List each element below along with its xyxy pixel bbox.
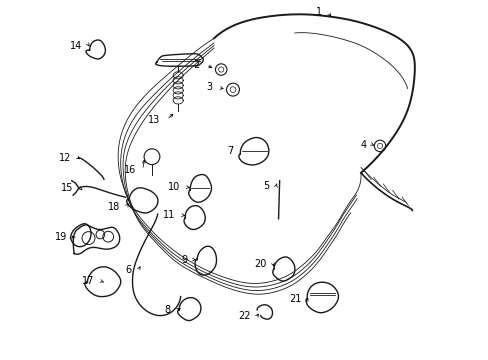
Text: 2: 2	[193, 60, 199, 70]
Text: 22: 22	[238, 311, 250, 320]
Text: 14: 14	[70, 41, 82, 50]
Text: 1: 1	[315, 7, 321, 17]
Text: 12: 12	[59, 153, 72, 163]
Text: 8: 8	[164, 305, 171, 315]
Text: 4: 4	[360, 140, 366, 150]
Text: 3: 3	[205, 82, 212, 93]
Text: 15: 15	[61, 183, 73, 193]
Text: 11: 11	[163, 210, 175, 220]
Text: 17: 17	[82, 276, 94, 286]
Text: 10: 10	[168, 182, 180, 192]
Text: 21: 21	[288, 294, 301, 304]
Text: 19: 19	[55, 232, 67, 242]
Text: 6: 6	[125, 265, 131, 275]
Text: 9: 9	[182, 255, 187, 265]
Text: 18: 18	[107, 202, 120, 212]
Text: 16: 16	[123, 165, 136, 175]
Text: 20: 20	[254, 259, 266, 269]
Text: 5: 5	[263, 181, 269, 192]
Text: 13: 13	[148, 115, 160, 125]
Text: 7: 7	[227, 145, 233, 156]
